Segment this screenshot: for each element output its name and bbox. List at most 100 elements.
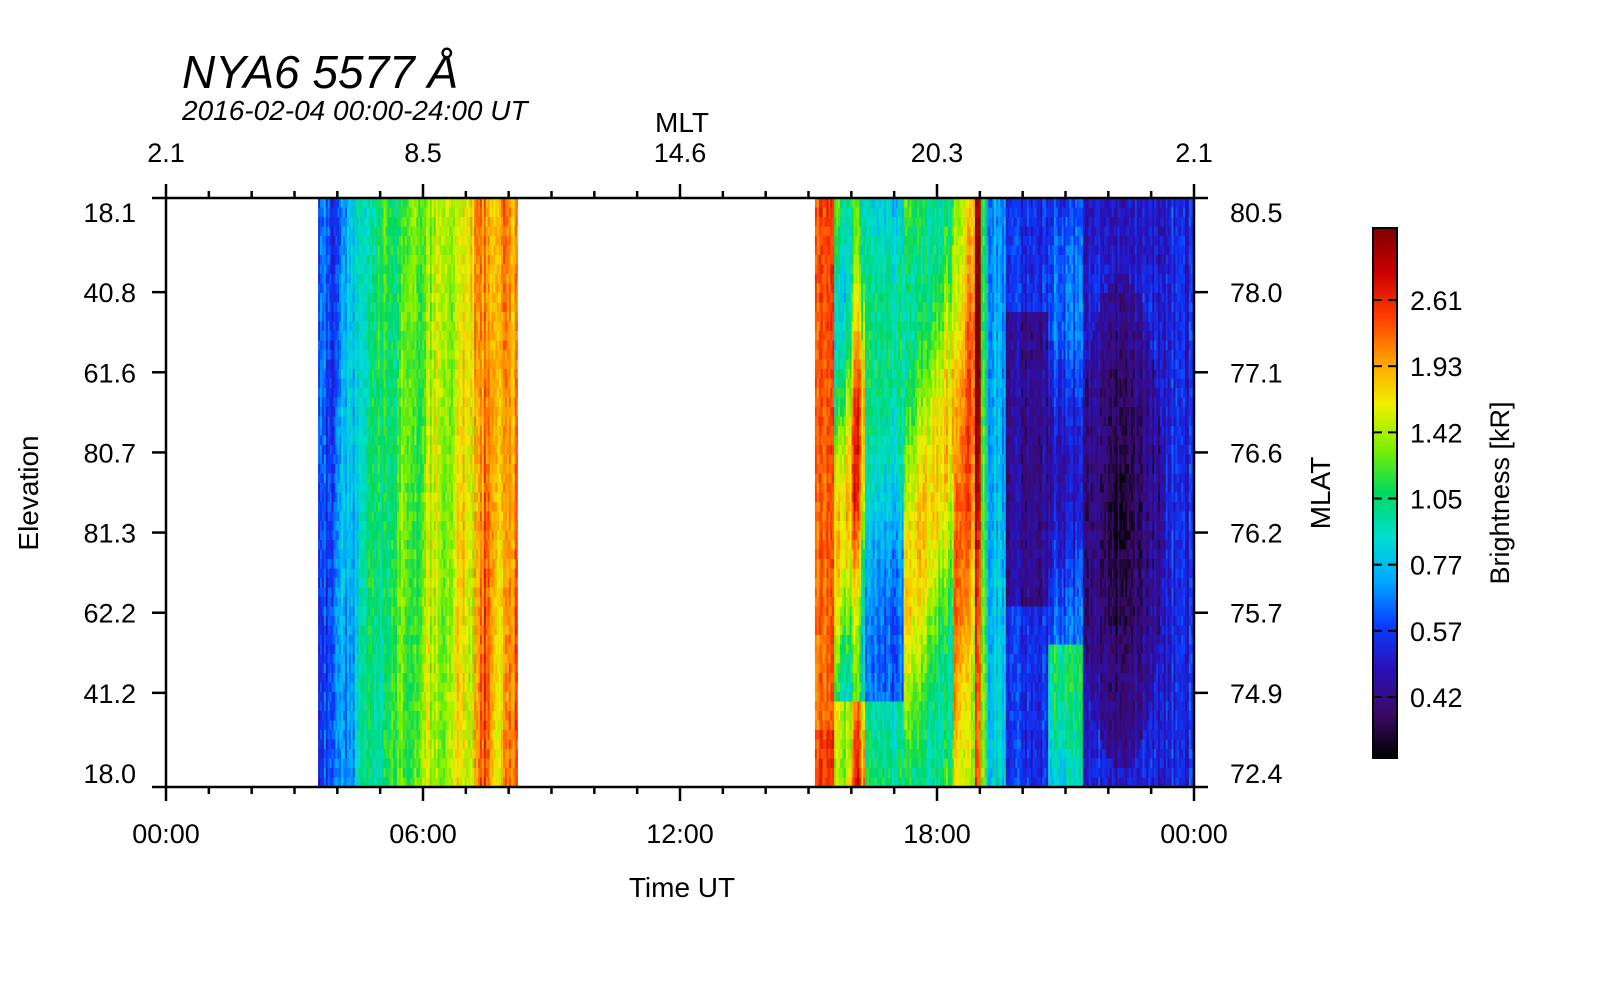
heatmap-cell	[333, 568, 337, 579]
heatmap-cell	[460, 331, 464, 342]
heatmap-cell	[323, 682, 327, 693]
heatmap-cell	[458, 426, 462, 437]
heatmap-cell	[387, 758, 390, 769]
heatmap-cell	[337, 416, 340, 427]
heatmap-cell	[468, 454, 471, 465]
heatmap-cell	[462, 749, 466, 760]
heatmap-cell	[439, 397, 443, 408]
heatmap-cell	[356, 568, 360, 579]
heatmap-cell	[435, 559, 439, 570]
heatmap-cell	[420, 502, 423, 513]
heatmap-cell	[341, 749, 344, 760]
heatmap-cell	[381, 483, 385, 494]
heatmap-cell	[445, 416, 448, 427]
heatmap-cell	[375, 606, 379, 617]
heatmap-cell	[383, 435, 387, 446]
heatmap-cell	[441, 331, 444, 342]
heatmap-cell	[370, 502, 373, 513]
heatmap-cell	[397, 378, 400, 389]
heatmap-cell	[323, 464, 327, 475]
heatmap-cell	[327, 331, 331, 342]
heatmap-cell	[321, 397, 325, 408]
heatmap-cell	[456, 236, 460, 247]
heatmap-cell	[379, 283, 383, 294]
heatmap-cell	[420, 283, 423, 294]
heatmap-cell	[321, 568, 325, 579]
heatmap-cell	[449, 673, 452, 684]
heatmap-cell	[393, 293, 396, 304]
heatmap-cell	[441, 264, 444, 275]
heatmap-cell	[331, 312, 335, 323]
heatmap-cell	[454, 663, 458, 674]
heatmap-cell	[402, 625, 406, 636]
heatmap-cell	[466, 464, 470, 475]
heatmap-cell	[379, 701, 383, 712]
heatmap-cell	[447, 663, 450, 674]
heatmap-cell	[447, 758, 450, 769]
heatmap-cell	[387, 540, 390, 551]
heatmap-cell	[389, 226, 392, 237]
heatmap-cell	[339, 739, 342, 750]
heatmap-cell	[343, 340, 346, 351]
heatmap-cell	[414, 625, 417, 636]
heatmap-cell	[431, 331, 435, 342]
heatmap-cell	[323, 198, 327, 209]
heatmap-cell	[377, 274, 381, 285]
heatmap-cell	[348, 454, 352, 465]
heatmap-cell	[452, 445, 456, 456]
heatmap-cell	[346, 777, 350, 787]
heatmap-cell	[375, 758, 379, 769]
heatmap-cell	[416, 739, 419, 750]
heatmap-cell	[433, 540, 437, 551]
heatmap-cell	[464, 359, 468, 370]
heatmap-cell	[468, 673, 471, 684]
heatmap-cell	[404, 454, 408, 465]
heatmap-cell	[426, 331, 429, 342]
heatmap-cell	[348, 321, 352, 332]
heatmap-cell	[443, 730, 446, 741]
heatmap-cell	[350, 236, 354, 247]
heatmap-cell	[325, 331, 329, 342]
heatmap-cell	[356, 559, 360, 570]
heatmap-cell	[412, 758, 416, 769]
heatmap-cell	[418, 217, 421, 228]
heatmap-cell	[464, 321, 468, 332]
heatmap-cell	[399, 473, 402, 484]
heatmap-cell	[406, 321, 410, 332]
heatmap-cell	[400, 350, 404, 361]
heatmap-cell	[468, 340, 471, 351]
heatmap-cell	[439, 426, 443, 437]
heatmap-cell	[366, 283, 369, 294]
heatmap-cell	[366, 644, 369, 655]
heatmap-cell	[354, 407, 358, 418]
heatmap-cell	[416, 777, 419, 787]
heatmap-cell	[435, 340, 439, 351]
heatmap-cell	[393, 540, 396, 551]
heatmap-cell	[325, 663, 329, 674]
heatmap-cell	[341, 435, 344, 446]
heatmap-cell	[400, 283, 404, 294]
heatmap-cell	[362, 274, 365, 285]
heatmap-cell	[447, 407, 450, 418]
heatmap-cell	[331, 407, 335, 418]
heatmap-cell	[366, 217, 369, 228]
heatmap-cell	[323, 673, 327, 684]
heatmap-cell	[354, 312, 358, 323]
heatmap-cell	[408, 540, 412, 551]
heatmap-cell	[412, 616, 416, 627]
heatmap-cell	[449, 464, 452, 475]
heatmap-cell	[345, 217, 348, 228]
heatmap-cell	[391, 312, 394, 323]
heatmap-cell	[462, 312, 466, 323]
heatmap-cell	[370, 245, 373, 256]
heatmap-cell	[331, 207, 335, 218]
heatmap-cell	[418, 302, 421, 313]
heatmap-cell	[325, 340, 329, 351]
heatmap-cell	[381, 407, 385, 418]
heatmap-cell	[368, 492, 371, 503]
heatmap-cell	[451, 407, 454, 418]
heatmap-cell	[325, 749, 329, 760]
heatmap-cell	[373, 435, 377, 446]
heatmap-cell	[364, 217, 367, 228]
heatmap-cell	[441, 207, 444, 218]
